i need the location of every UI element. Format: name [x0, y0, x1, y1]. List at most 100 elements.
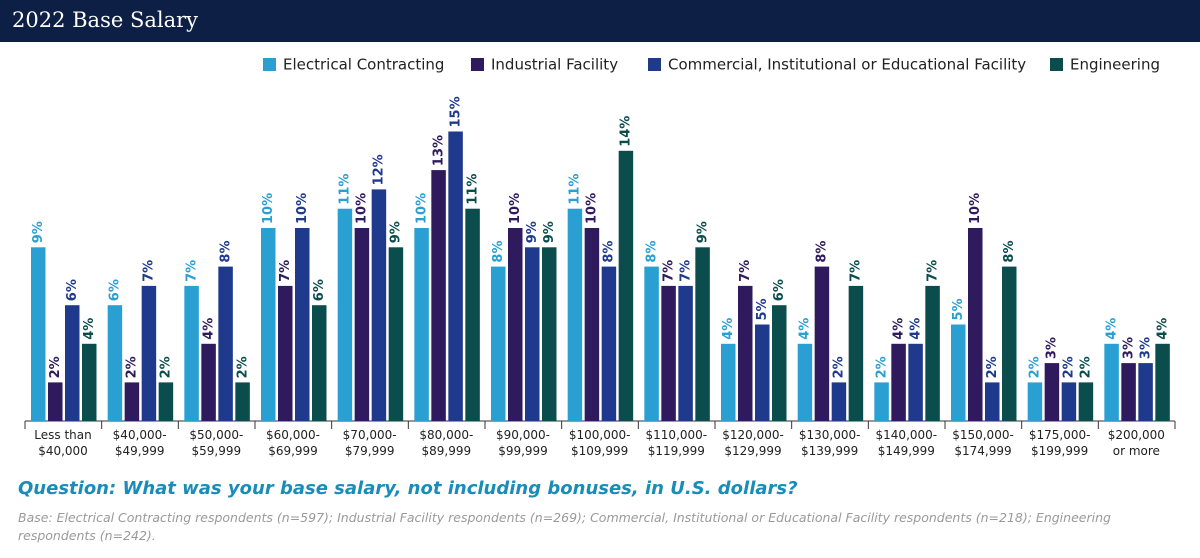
bar — [201, 343, 216, 421]
bar — [695, 247, 710, 421]
x-tick-label: $70,000- $79,999 — [342, 428, 397, 458]
bar — [644, 266, 659, 421]
bar — [721, 343, 736, 421]
value-label: 7% — [925, 260, 940, 282]
bar — [65, 305, 80, 421]
value-label: 6% — [312, 279, 327, 301]
x-tick-label: $50,000- $59,999 — [189, 428, 244, 458]
bar — [891, 343, 906, 421]
bar — [158, 382, 174, 421]
value-label: 9% — [31, 221, 46, 243]
value-label: 10% — [414, 193, 429, 224]
bar — [235, 382, 250, 421]
bar — [508, 228, 523, 421]
value-label: 9% — [542, 221, 557, 243]
bar — [1061, 382, 1077, 421]
value-label: 8% — [218, 241, 233, 263]
legend-swatch — [648, 58, 661, 71]
value-label: 9% — [695, 221, 710, 243]
value-label: 8% — [815, 241, 830, 263]
x-tick-label: $100,000- $109,999 — [568, 428, 631, 458]
value-label: 2% — [1028, 356, 1043, 378]
chart-title: 2022 Base Salary — [12, 8, 198, 32]
value-label: 8% — [491, 241, 506, 263]
value-label: 4% — [1104, 318, 1119, 340]
bar — [295, 228, 310, 421]
value-label: 4% — [891, 318, 906, 340]
value-label: 6% — [108, 279, 123, 301]
bar — [1027, 382, 1043, 421]
bar — [414, 228, 429, 421]
bar — [661, 285, 676, 421]
value-label: 7% — [849, 260, 864, 282]
value-label: 6% — [772, 279, 787, 301]
legend-label: Commercial, Institutional or Educational… — [668, 56, 1026, 74]
legend-label: Engineering — [1070, 56, 1160, 74]
value-label: 9% — [389, 221, 404, 243]
x-tick-label: $150,000- $174,999 — [952, 428, 1014, 458]
bar — [431, 170, 446, 421]
bar — [601, 266, 617, 421]
bar — [141, 285, 157, 421]
value-label: 7% — [184, 260, 199, 282]
value-label: 5% — [951, 298, 966, 320]
x-tick-label: $90,000- $99,999 — [496, 428, 550, 458]
value-label: 2% — [832, 356, 847, 378]
x-tick-label: $40,000- $49,999 — [112, 428, 167, 458]
x-tick-label: $60,000- $69,999 — [266, 428, 320, 458]
bar — [874, 382, 889, 421]
value-label: 10% — [585, 193, 600, 224]
value-label: 2% — [235, 356, 250, 378]
x-tick-label: $140,000- $149,999 — [875, 428, 938, 458]
x-tick-label: Less than $40,000 — [34, 428, 92, 458]
bar — [448, 131, 463, 421]
value-label: 4% — [1155, 318, 1170, 340]
value-label: 2% — [48, 356, 63, 378]
x-tick-label: $130,000- $139,999 — [798, 428, 861, 458]
bar — [278, 285, 293, 421]
value-label: 3% — [1045, 337, 1060, 359]
question: Question: What was your base salary, not… — [18, 478, 798, 499]
value-label: 4% — [798, 318, 813, 340]
bar — [1078, 382, 1094, 421]
value-label: 5% — [755, 298, 770, 320]
bar — [491, 266, 506, 421]
bar — [985, 382, 1000, 421]
bar — [107, 305, 123, 421]
value-label: 4% — [82, 318, 97, 340]
value-label: 10% — [261, 193, 276, 224]
x-tick-label: $110,000- $119,999 — [645, 428, 708, 458]
x-tick-label: $120,000- $129,999 — [722, 428, 784, 458]
value-label: 4% — [201, 318, 216, 340]
bar — [354, 228, 370, 421]
bar — [814, 266, 830, 421]
value-label: 12% — [372, 154, 387, 185]
value-label: 10% — [968, 193, 983, 224]
bar — [848, 285, 864, 421]
value-label: 7% — [678, 260, 693, 282]
x-tick-label: $175,000- $199,999 — [1028, 428, 1091, 458]
value-label: 9% — [525, 221, 540, 243]
value-label: 13% — [431, 135, 446, 166]
bar — [567, 208, 583, 421]
value-label: 10% — [508, 193, 523, 224]
bar — [31, 247, 46, 421]
value-label: 7% — [661, 260, 676, 282]
value-label: 10% — [355, 193, 370, 224]
bar — [124, 382, 140, 421]
value-label: 7% — [738, 260, 753, 282]
value-label: 7% — [278, 260, 293, 282]
value-label: 4% — [908, 318, 923, 340]
bar — [184, 285, 199, 421]
bar — [371, 189, 387, 421]
bar — [312, 305, 327, 421]
x-tick-label: $200,000 or more — [1107, 428, 1165, 458]
value-label: 6% — [65, 279, 80, 301]
header-band — [0, 0, 1200, 42]
bar — [48, 382, 63, 421]
bar — [951, 324, 966, 421]
legend-label: Industrial Facility — [491, 56, 618, 74]
value-label: 2% — [125, 356, 140, 378]
bar — [218, 266, 233, 421]
bar — [925, 285, 940, 421]
